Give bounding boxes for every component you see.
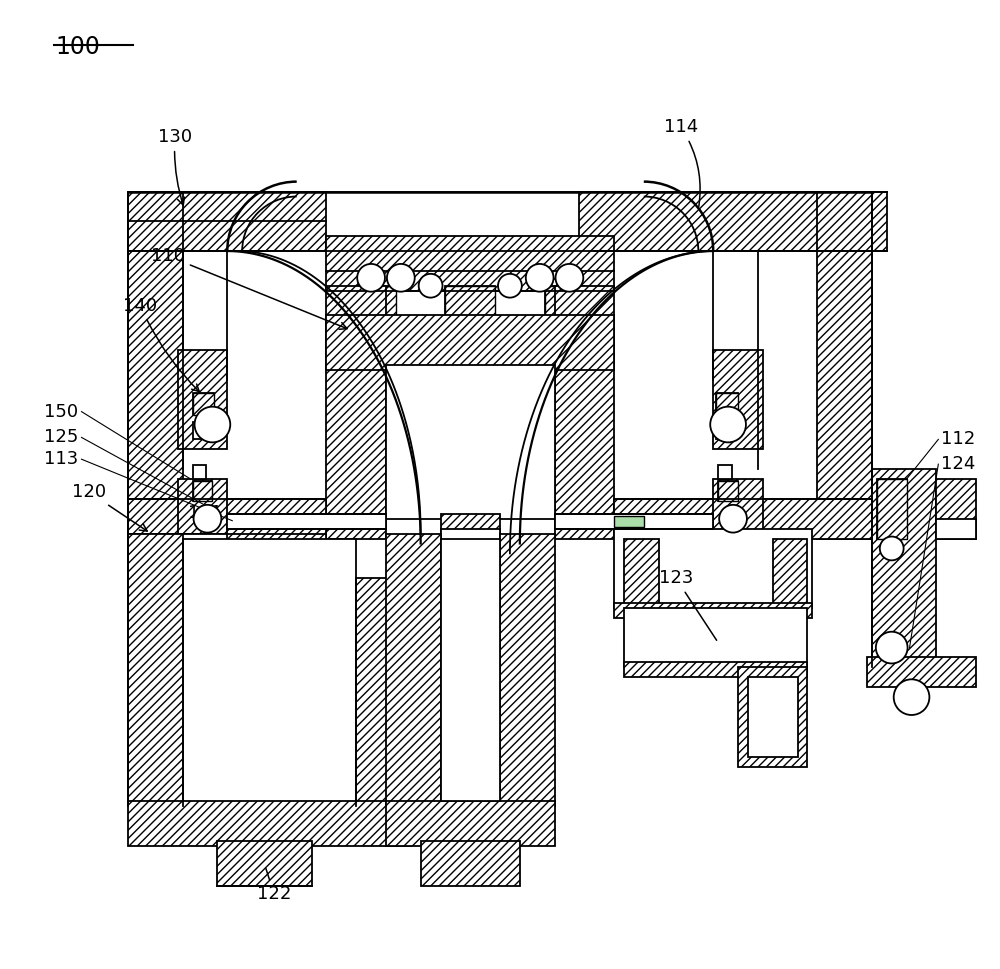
Bar xyxy=(227,514,386,529)
Bar xyxy=(867,658,976,687)
Bar xyxy=(716,422,738,439)
Text: 113: 113 xyxy=(44,451,79,468)
Bar xyxy=(128,499,326,539)
Bar xyxy=(614,603,812,618)
Bar xyxy=(718,465,732,479)
Bar xyxy=(716,392,738,415)
Bar xyxy=(217,841,312,886)
Text: 114: 114 xyxy=(664,118,700,206)
Bar xyxy=(386,534,441,806)
Bar xyxy=(460,319,480,350)
Bar xyxy=(877,479,907,539)
Text: 122: 122 xyxy=(257,868,291,903)
Bar xyxy=(326,236,614,291)
Bar xyxy=(748,677,798,757)
Bar xyxy=(421,841,520,886)
Bar xyxy=(614,529,812,608)
Bar xyxy=(555,286,614,539)
Bar xyxy=(386,365,555,518)
Bar xyxy=(128,192,326,251)
Circle shape xyxy=(876,632,908,664)
Bar xyxy=(356,286,396,321)
Bar xyxy=(817,192,872,539)
Bar xyxy=(193,465,206,479)
Text: 100: 100 xyxy=(56,35,101,59)
Text: 121: 121 xyxy=(188,504,222,522)
Circle shape xyxy=(719,505,747,533)
Bar xyxy=(555,514,713,529)
Bar xyxy=(738,668,807,766)
Text: 110: 110 xyxy=(151,247,347,329)
Bar xyxy=(579,192,887,251)
Bar xyxy=(128,192,183,539)
Text: 124: 124 xyxy=(941,455,976,473)
Bar xyxy=(183,539,356,806)
Bar xyxy=(356,578,411,806)
Bar xyxy=(193,422,214,439)
Bar xyxy=(178,534,227,578)
Bar xyxy=(193,392,214,415)
Circle shape xyxy=(526,264,554,292)
Bar xyxy=(624,663,807,677)
Bar xyxy=(500,534,555,806)
Circle shape xyxy=(880,537,904,560)
Bar xyxy=(877,479,907,539)
Bar xyxy=(545,286,584,321)
Bar xyxy=(718,481,738,501)
Circle shape xyxy=(556,264,583,292)
Bar xyxy=(386,801,555,846)
Circle shape xyxy=(357,264,385,292)
Bar xyxy=(936,479,976,539)
Bar xyxy=(445,286,495,321)
Bar xyxy=(718,481,738,501)
Bar xyxy=(326,286,386,539)
Bar xyxy=(872,469,936,668)
Text: 120: 120 xyxy=(72,483,147,531)
Text: 125: 125 xyxy=(44,428,79,447)
Text: 112: 112 xyxy=(941,430,976,449)
Bar xyxy=(193,481,212,501)
Text: 130: 130 xyxy=(158,128,192,205)
Bar xyxy=(716,392,738,415)
Circle shape xyxy=(194,505,221,533)
Bar xyxy=(128,534,326,578)
Bar xyxy=(193,392,214,415)
Bar xyxy=(178,479,227,539)
Bar xyxy=(614,499,872,539)
Bar xyxy=(178,350,227,450)
Bar xyxy=(773,539,807,608)
Bar xyxy=(624,539,659,608)
Bar xyxy=(128,801,411,846)
Circle shape xyxy=(195,407,230,443)
Bar xyxy=(441,539,500,801)
Text: 123: 123 xyxy=(659,569,717,641)
Bar xyxy=(441,529,500,548)
Circle shape xyxy=(387,264,415,292)
Bar xyxy=(545,286,584,321)
Bar xyxy=(713,350,763,450)
Bar xyxy=(128,534,183,806)
Circle shape xyxy=(894,679,929,715)
Circle shape xyxy=(419,274,442,297)
Circle shape xyxy=(710,407,746,443)
Bar xyxy=(193,481,212,501)
Bar xyxy=(624,608,807,668)
Text: 150: 150 xyxy=(44,403,79,421)
Circle shape xyxy=(498,274,522,297)
Bar xyxy=(936,518,976,539)
Bar xyxy=(356,286,396,321)
Bar xyxy=(326,316,614,370)
Bar xyxy=(713,479,763,539)
Text: 140: 140 xyxy=(123,297,199,391)
Bar xyxy=(441,514,500,548)
Bar xyxy=(445,286,495,321)
Bar xyxy=(614,516,644,526)
